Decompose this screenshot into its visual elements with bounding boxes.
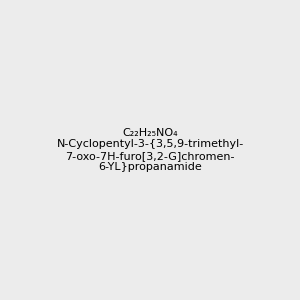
Text: C₂₂H₂₅NO₄
N-Cyclopentyl-3-{3,5,9-trimethyl-
7-oxo-7H-furo[3,2-G]chromen-
6-YL}pr: C₂₂H₂₅NO₄ N-Cyclopentyl-3-{3,5,9-trimeth… bbox=[56, 128, 244, 172]
